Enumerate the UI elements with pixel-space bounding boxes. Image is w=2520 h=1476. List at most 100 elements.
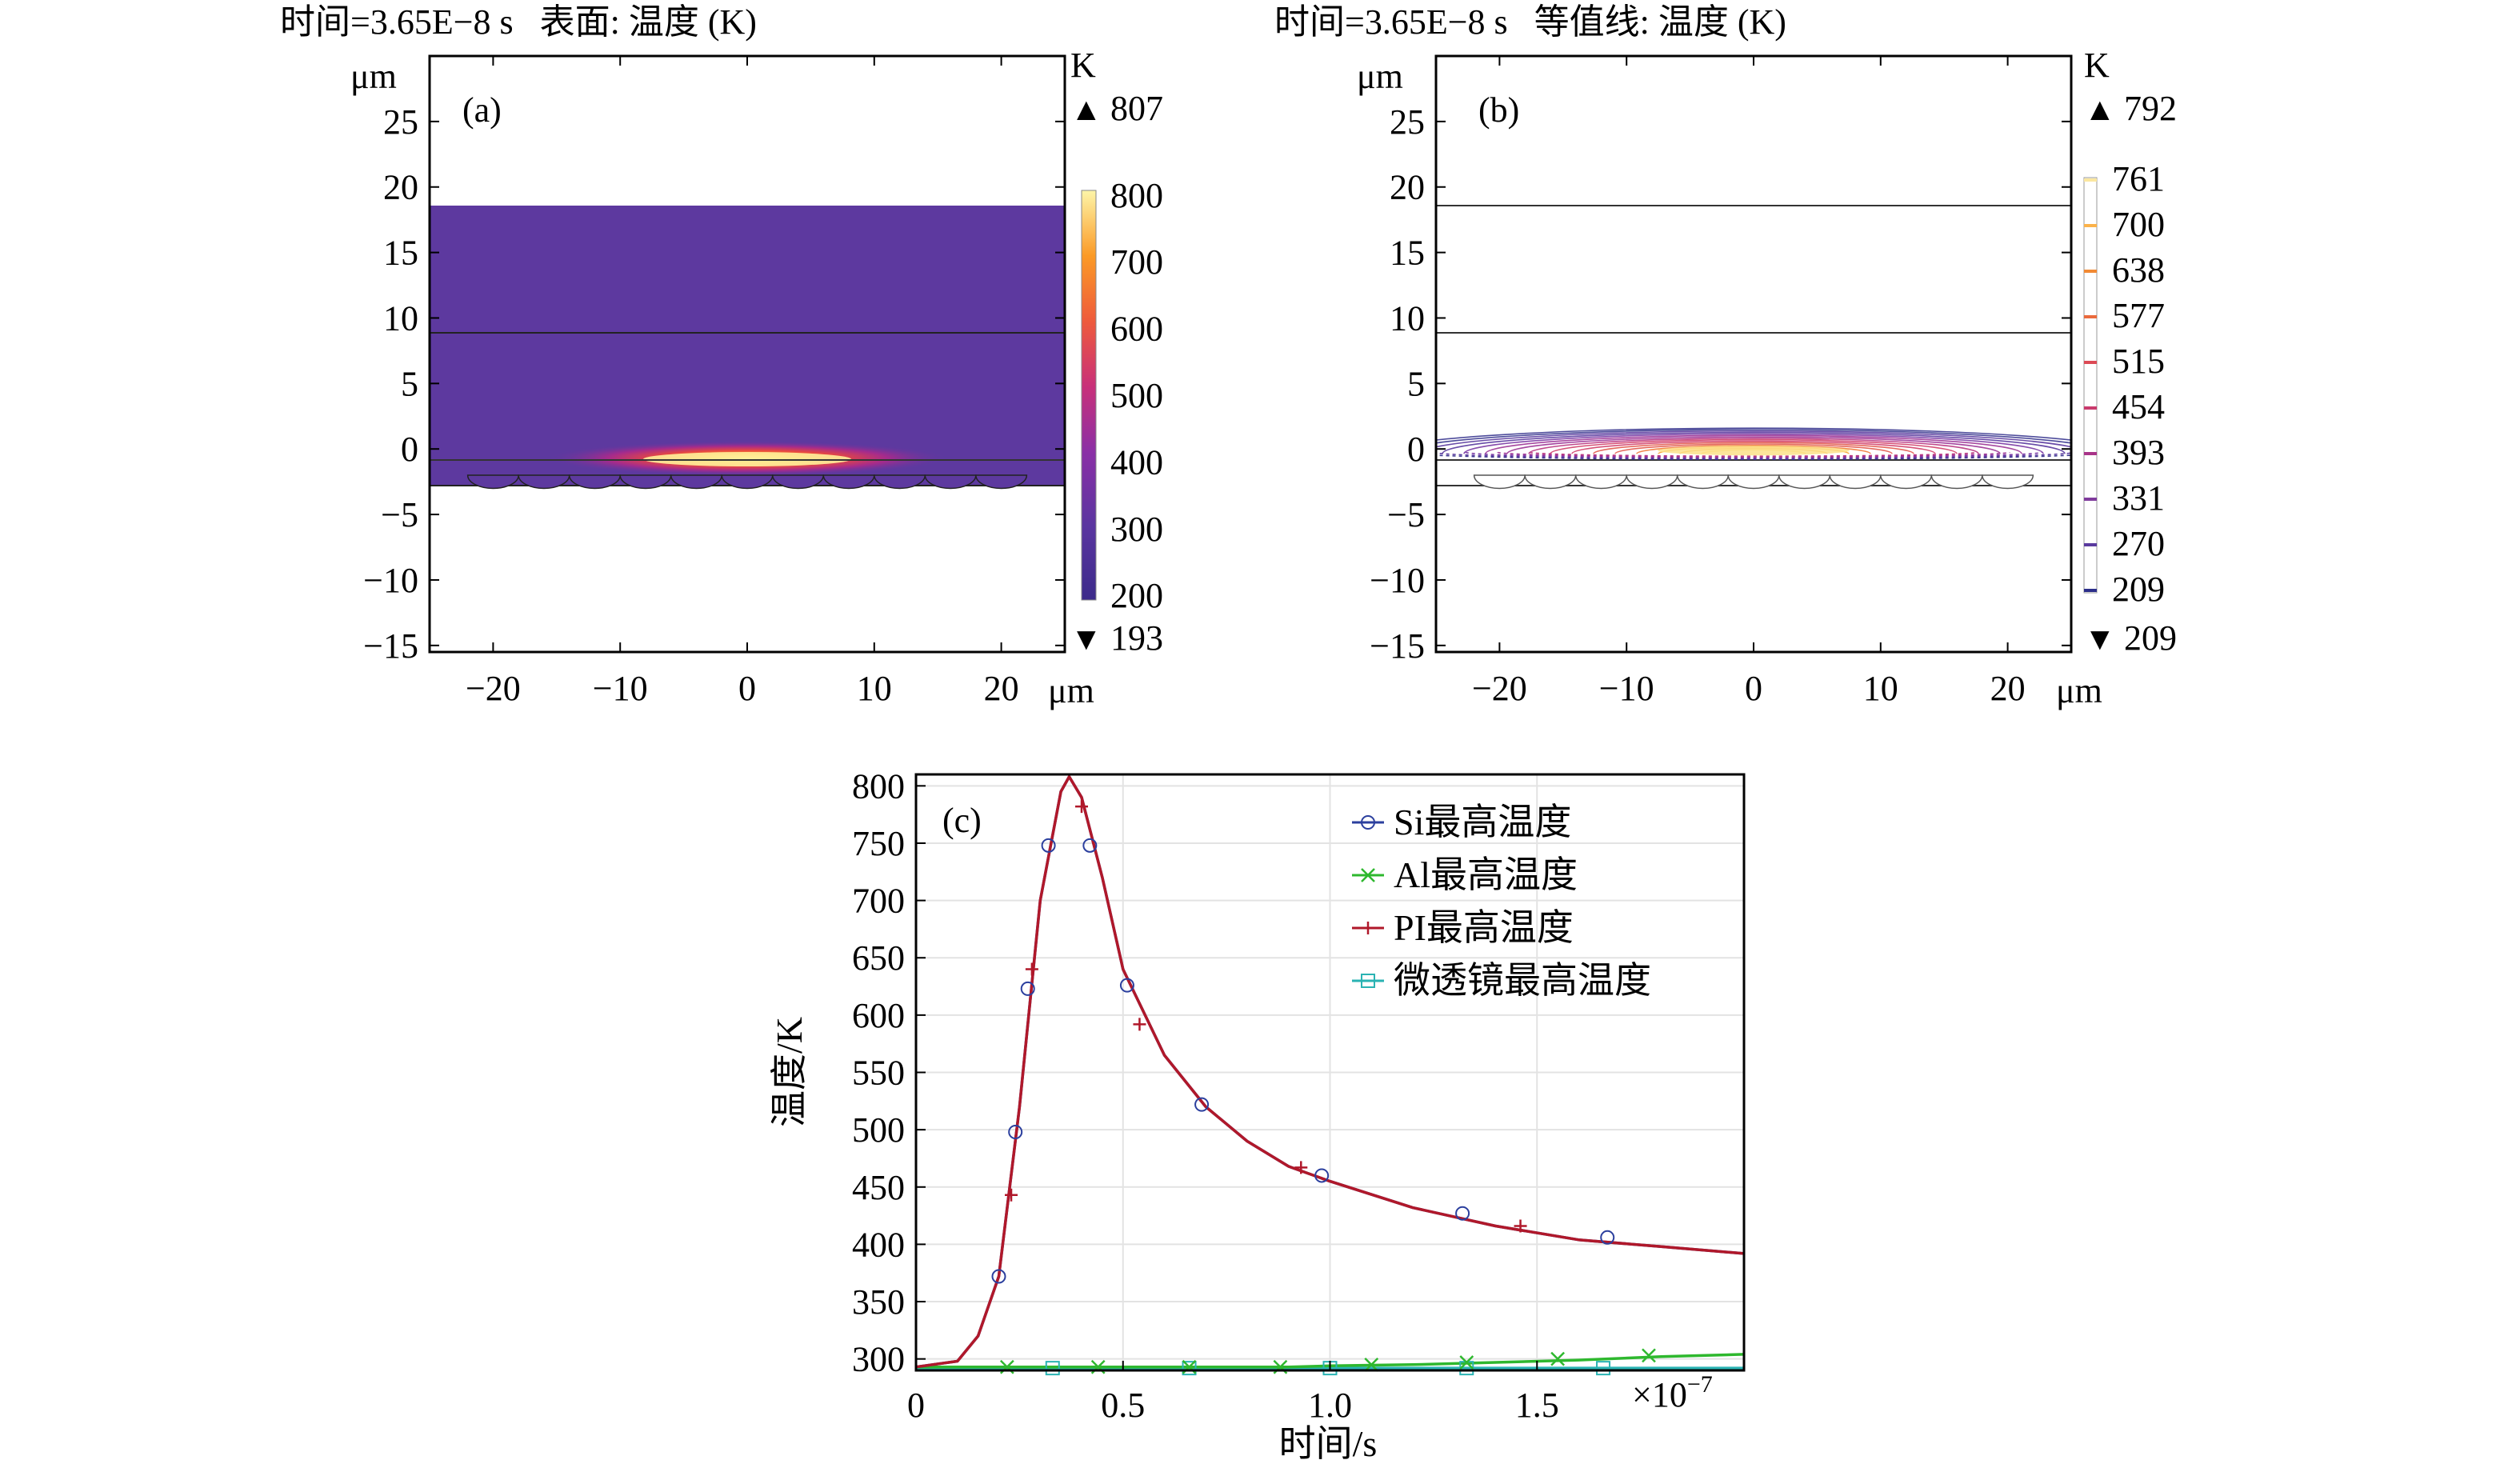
contour-line (1465, 451, 2042, 459)
colorbar-tick-label: 270 (2112, 524, 2165, 563)
contour-line (1528, 438, 1979, 454)
x-tick-label: 10 (857, 669, 892, 708)
x-tick-label: −10 (1599, 669, 1654, 708)
marker-circle (1008, 1125, 1023, 1139)
microlens (466, 474, 519, 490)
microlens (1982, 474, 2034, 490)
colorbar-tick-label: 638 (2112, 250, 2165, 290)
microlens-array (1473, 474, 2034, 490)
y-tick-label: −10 (363, 561, 418, 600)
marker-circle (1194, 1097, 1210, 1112)
legend-label: Si最高温度 (1394, 802, 1571, 842)
series-markers (991, 800, 1656, 1376)
colorbar-tick-label: 393 (2112, 433, 2165, 472)
marker-circle (1600, 1230, 1615, 1245)
x-tick-label: 1.5 (1515, 1386, 1559, 1425)
contour-line (1485, 434, 2022, 454)
axis-ticks: −20 −10 0 10 20 25 20 15 10 5 0 −5 −10 −15 (1370, 56, 2071, 708)
microlens (1778, 474, 1831, 490)
microlens (1829, 474, 1882, 490)
y-tick-label: 600 (852, 996, 905, 1035)
microlens (1626, 474, 1678, 490)
colorbar-unit: K (2084, 46, 2110, 85)
x-tick-label: 0 (1745, 669, 1762, 708)
microlens-array (466, 474, 1028, 490)
microlens (1727, 474, 1780, 490)
contour-line (1436, 430, 2071, 448)
grid (915, 774, 1744, 1370)
colorbar-min-label: 209 (2124, 618, 2177, 658)
colorbar-tick-label: 454 (2112, 387, 2165, 426)
colorbar-unit: K (1070, 46, 1096, 85)
contour-line (1497, 451, 2010, 458)
microlens (518, 474, 570, 490)
y-tick-label: 25 (1390, 102, 1425, 142)
marker-circle (1020, 981, 1035, 996)
x-multiplier-base: ×10 (1632, 1375, 1687, 1414)
series-line (915, 775, 1745, 1369)
x-multiplier: ×10−7 (1632, 1371, 1713, 1414)
marker-circle (1361, 815, 1375, 830)
panel-c-plot: 0 0.5 1.0 1.5 300 350 400 450 500 550 600 650 700 750… (769, 766, 1746, 1464)
microlens (822, 474, 875, 490)
marker-circle (1082, 838, 1098, 853)
marker-plus (1133, 1018, 1146, 1031)
colorbar-tick-label: 209 (2112, 570, 2165, 609)
contour-line (1436, 452, 2071, 460)
contour-line (1436, 427, 2071, 441)
y-tick-label: 450 (852, 1168, 905, 1207)
y-tick-label: 300 (852, 1340, 905, 1379)
panel-label: (b) (1478, 90, 1519, 130)
y-tick-label: 550 (852, 1054, 905, 1093)
marker-plus (1294, 1161, 1308, 1174)
contour-line (1593, 442, 1914, 454)
axis-ticks: −20 −10 0 10 20 25 20 15 10 5 0 −5 −10 −15 (363, 56, 1065, 708)
colorbar-tick-label: 577 (2112, 296, 2165, 335)
y-tick-label: 650 (852, 938, 905, 978)
y-unit-label: μm (350, 57, 397, 96)
colorbar-max-label: 792 (2124, 89, 2177, 128)
colorbar-min-marker: ▼ (1070, 621, 1102, 657)
microlens (568, 474, 621, 490)
y-unit-label: μm (1357, 57, 1403, 96)
marker-circle (991, 1269, 1006, 1284)
colorbar-tick-label: 700 (1110, 242, 1163, 282)
x-tick-label: −10 (593, 669, 648, 708)
marker-x (1364, 1357, 1379, 1372)
axes-frame (1434, 54, 2073, 654)
microlens (619, 474, 672, 490)
y-tick-label: 400 (852, 1225, 905, 1264)
colorbar-max-label: 807 (1110, 89, 1163, 128)
contour-line (1436, 429, 2071, 444)
x-tick-label: 10 (1863, 669, 1898, 708)
panel-a-title: 时间=3.65E−8 s 表面: 温度 (K) (280, 2, 757, 42)
microlens (874, 474, 926, 490)
microlens (1880, 474, 1933, 490)
marker-circle (1455, 1206, 1470, 1221)
microlens (670, 474, 722, 490)
marker-x (1361, 868, 1375, 882)
y-tick-label: −15 (1370, 626, 1425, 666)
colorbar (2083, 177, 2098, 594)
y-tick-label: 350 (852, 1282, 905, 1322)
microlens (975, 474, 1028, 490)
y-axis-label: 温度/K (769, 1017, 810, 1127)
contour-lines (1436, 427, 2071, 461)
y-tick-label: 750 (852, 824, 905, 863)
x-tick-label: 20 (984, 669, 1019, 708)
colorbar-ticks: 800 700 600 500 400 300 200 (1110, 176, 1163, 615)
x-tick-label: 20 (1990, 669, 2026, 708)
y-tick-label: 500 (852, 1110, 905, 1150)
x-tick-label: 1.0 (1308, 1386, 1352, 1425)
y-tick-label: 10 (383, 298, 418, 338)
y-tick-label: 800 (852, 766, 905, 806)
x-tick-label: 0.5 (1101, 1386, 1145, 1425)
y-tick-label: −15 (363, 626, 418, 666)
y-tick-label: 15 (383, 234, 418, 273)
marker-x (1642, 1348, 1656, 1363)
microlens (1930, 474, 1983, 490)
microlens (924, 474, 977, 490)
panel-a: 时间=3.65E−8 s 表面: 温度 (K) (0, 0, 1248, 720)
microlens (1524, 474, 1577, 490)
